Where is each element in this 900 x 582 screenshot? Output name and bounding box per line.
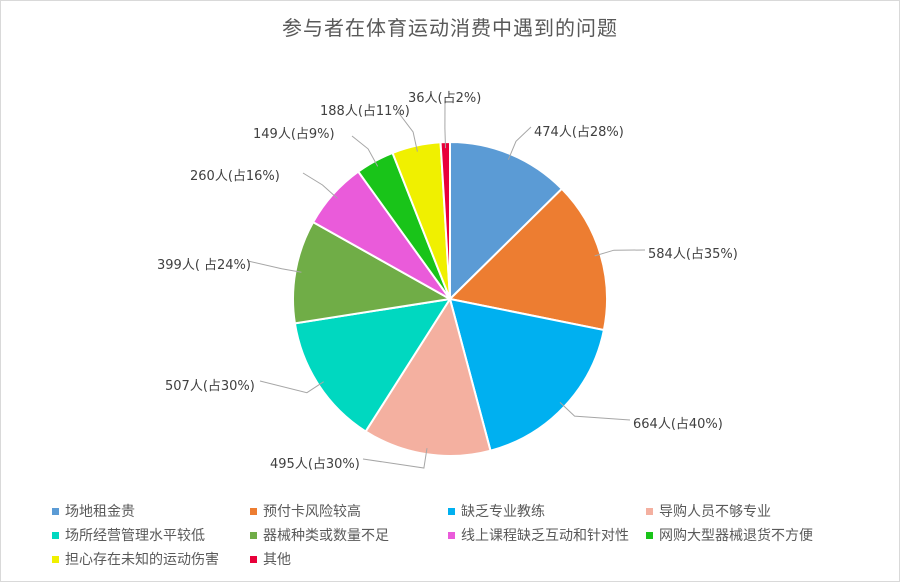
legend-label: 担心存在未知的运动伤害 bbox=[65, 552, 219, 568]
data-label-9: 188人(占11%) bbox=[320, 104, 410, 119]
legend-item-8: 网购大型器械退货不方便 bbox=[646, 524, 866, 546]
leader-line-7 bbox=[302, 172, 338, 199]
legend-label: 导购人员不够专业 bbox=[659, 504, 771, 520]
leader-line-6 bbox=[247, 260, 302, 273]
data-label-4: 495人(占30%) bbox=[270, 457, 360, 472]
legend-swatch bbox=[448, 531, 455, 539]
data-label-10: 36人(占2%) bbox=[408, 91, 481, 106]
legend-item-9: 担心存在未知的运动伤害 bbox=[52, 548, 250, 570]
legend-item-3: 缺乏专业教练 bbox=[448, 500, 646, 522]
legend-swatch bbox=[52, 531, 59, 539]
legend-swatch bbox=[646, 531, 653, 539]
legend-item-1: 场地租金贵 bbox=[52, 500, 250, 522]
legend-label: 缺乏专业教练 bbox=[461, 504, 545, 520]
leader-line-3 bbox=[559, 402, 631, 421]
chart-title: 参与者在体育运动消费中遇到的问题 bbox=[282, 16, 618, 40]
legend-label: 器械种类或数量不足 bbox=[263, 528, 389, 544]
legend-label: 线上课程缺乏互动和针对性 bbox=[461, 528, 629, 544]
leader-line-9 bbox=[397, 111, 418, 152]
legend-swatch bbox=[250, 555, 257, 563]
legend-item-6: 器械种类或数量不足 bbox=[250, 524, 448, 546]
data-label-8: 149人(占9%) bbox=[253, 127, 335, 142]
legend-item-7: 线上课程缺乏互动和针对性 bbox=[448, 524, 646, 546]
legend-swatch bbox=[250, 507, 257, 515]
leader-line-8 bbox=[351, 135, 379, 167]
legend-item-5: 场所经营管理水平较低 bbox=[52, 524, 250, 546]
legend-swatch bbox=[52, 507, 59, 515]
legend-swatch bbox=[646, 507, 653, 515]
legend-item-10: 其他 bbox=[250, 548, 448, 570]
leader-line-2 bbox=[594, 249, 646, 257]
legend-swatch bbox=[52, 555, 59, 563]
leader-line-5 bbox=[259, 380, 324, 394]
chart-legend: 场地租金贵 预付卡风险较高 缺乏专业教练 导购人员不够专业场所经营管理水平较低 器械种类… bbox=[52, 500, 882, 570]
data-label-2: 584人(占35%) bbox=[648, 247, 738, 262]
data-label-3: 664人(占40%) bbox=[633, 417, 723, 432]
leader-line-10 bbox=[444, 100, 446, 149]
legend-swatch bbox=[448, 507, 455, 515]
leader-line-1 bbox=[507, 126, 532, 160]
legend-item-2: 预付卡风险较高 bbox=[250, 500, 448, 522]
legend-item-4: 导购人员不够专业 bbox=[646, 500, 866, 522]
legend-label: 场所经营管理水平较低 bbox=[65, 528, 205, 544]
legend-label: 其他 bbox=[263, 552, 291, 568]
legend-label: 场地租金贵 bbox=[65, 504, 135, 520]
legend-swatch bbox=[250, 531, 257, 539]
legend-label: 网购大型器械退货不方便 bbox=[659, 528, 813, 544]
data-label-6: 399人( 占24%) bbox=[157, 258, 251, 273]
data-label-5: 507人(占30%) bbox=[165, 379, 255, 394]
data-label-1: 474人(占28%) bbox=[534, 125, 624, 140]
data-label-7: 260人(占16%) bbox=[190, 169, 280, 184]
legend-label: 预付卡风险较高 bbox=[263, 504, 361, 520]
leader-line-4 bbox=[362, 448, 428, 469]
